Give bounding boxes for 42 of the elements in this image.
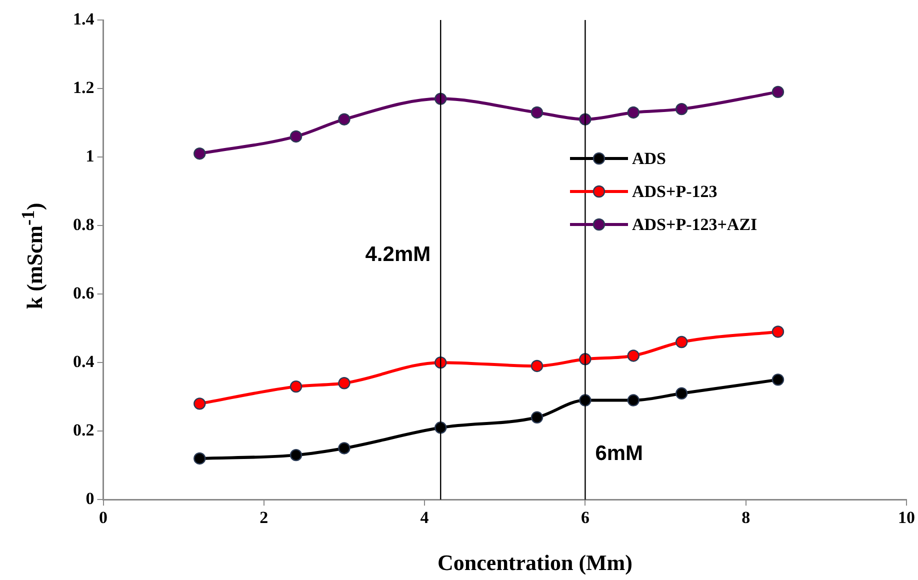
ref-line-label: 4.2mM — [365, 242, 431, 266]
x-tick-label: 0 — [99, 508, 108, 528]
point — [338, 377, 350, 390]
point — [627, 106, 640, 119]
point — [530, 106, 544, 119]
x-tick-label: 10 — [898, 508, 915, 528]
legend-label: ADS+P-123 — [632, 182, 718, 202]
legend-label: ADS+P-123+AZI — [632, 214, 758, 234]
point — [338, 113, 350, 126]
point — [434, 422, 447, 434]
legend-label: ADS — [632, 148, 666, 168]
point — [675, 387, 688, 400]
y-tick-label: 1.2 — [73, 78, 94, 97]
point — [772, 326, 784, 338]
ref-line-label: 6mM — [595, 442, 644, 465]
point — [530, 411, 544, 424]
point — [194, 148, 206, 160]
point — [290, 380, 302, 393]
x-axis-title: Concentration (Mm) — [436, 550, 634, 576]
y-tick-label: 0.6 — [73, 283, 94, 302]
point — [338, 442, 350, 454]
y-tick-label: 0 — [86, 488, 94, 508]
y-tick-label: 1 — [86, 146, 94, 166]
point — [530, 360, 544, 372]
point — [675, 102, 688, 116]
point — [627, 350, 640, 362]
x-tick-label: 4 — [420, 508, 430, 528]
point — [290, 448, 302, 462]
y-tick-label: 0.4 — [73, 352, 95, 371]
x-tick-label: 2 — [260, 508, 268, 528]
y-tick-label: 1.4 — [73, 9, 95, 28]
point — [675, 336, 688, 348]
point — [627, 394, 640, 406]
point — [772, 86, 784, 98]
x-tick-label: 6 — [580, 508, 590, 528]
point — [194, 398, 206, 410]
y-tick-label: 0.8 — [73, 214, 94, 234]
point — [772, 374, 784, 386]
point — [194, 452, 206, 465]
y-tick-label: 0.2 — [73, 420, 94, 440]
point — [290, 130, 302, 143]
x-tick-label: 8 — [742, 508, 750, 528]
